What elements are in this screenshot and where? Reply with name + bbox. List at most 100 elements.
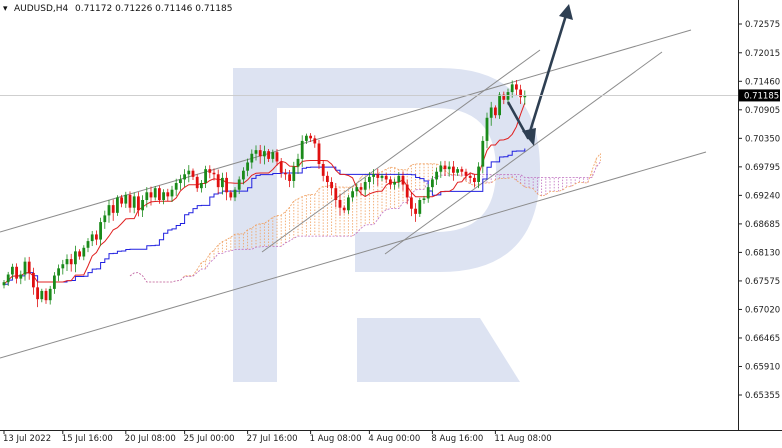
candle-95 (401, 171, 405, 191)
forecast-arrows (506, 4, 573, 146)
candle-body-50 (212, 172, 216, 175)
candle-body-52 (221, 177, 224, 188)
candle-body-121 (510, 84, 514, 93)
candle-body-84 (355, 187, 359, 192)
candle-body-40 (170, 189, 174, 197)
candle-3 (15, 263, 18, 284)
candle-body-56 (237, 179, 241, 190)
candle-105 (443, 160, 447, 176)
candle-body-55 (233, 189, 237, 198)
candle-93 (393, 178, 396, 190)
candle-90 (380, 173, 384, 181)
candle-body-85 (359, 187, 363, 190)
candle-body-90 (380, 175, 384, 178)
candle-body-124 (523, 95, 527, 98)
symbol-label: AUDUSD,H4 (14, 4, 69, 14)
candle-body-79 (334, 188, 338, 200)
y-tick-label-10: 0.67020 (745, 305, 780, 315)
candle-107 (452, 160, 455, 181)
candle-body-78 (330, 182, 333, 189)
candle-body-20 (86, 241, 90, 248)
candle-body-18 (78, 251, 81, 257)
y-tick-label-3: 0.70905 (745, 106, 780, 116)
candle-47 (200, 180, 203, 193)
candle-37 (158, 185, 161, 204)
candle-99 (418, 197, 422, 217)
candle-body-120 (506, 92, 510, 100)
candle-79 (334, 182, 338, 208)
candle-121 (510, 80, 514, 98)
candle-body-25 (107, 205, 111, 216)
menu-triangle-icon[interactable]: ▾ (3, 4, 8, 14)
candle-122 (515, 80, 518, 96)
candle-97 (410, 192, 413, 217)
candle-body-29 (124, 194, 128, 204)
candle-body-99 (418, 199, 422, 214)
candle-body-70 (296, 158, 300, 167)
candle-7 (32, 267, 35, 295)
candle-2 (11, 263, 14, 279)
candle-body-31 (132, 196, 136, 208)
candle-81 (342, 205, 346, 214)
candle-body-59 (250, 153, 254, 163)
candle-body-106 (447, 166, 451, 170)
candle-76 (321, 160, 325, 182)
candle-body-68 (288, 174, 291, 181)
candle-body-69 (292, 166, 296, 181)
candle-14 (61, 259, 65, 275)
candle-75 (317, 140, 321, 169)
y-tick-label-2: 0.71460 (745, 77, 780, 87)
y-tick-label-4: 0.70350 (745, 134, 780, 144)
candle-body-35 (149, 192, 153, 198)
arrow-head-down-icon (522, 128, 536, 146)
candle-body-103 (435, 171, 438, 180)
candle-32 (137, 192, 140, 217)
candle-85 (359, 183, 363, 196)
watermark-stem (233, 68, 277, 382)
candle-117 (494, 105, 497, 119)
candle-70 (296, 153, 300, 174)
candle-115 (485, 112, 489, 149)
candle-60 (254, 145, 258, 161)
candle-21 (90, 230, 94, 247)
candle-body-30 (128, 194, 132, 208)
candle-body-17 (74, 251, 77, 265)
candle-40 (170, 185, 174, 202)
candle-body-5 (23, 261, 27, 275)
y-tick-label-7: 0.68685 (745, 220, 780, 230)
candle-body-88 (372, 174, 375, 177)
candle-124 (523, 90, 527, 105)
candle-4 (19, 270, 23, 285)
candle-body-23 (99, 222, 102, 240)
candle-body-8 (36, 287, 39, 300)
candle-body-101 (426, 187, 430, 199)
candle-body-77 (326, 175, 329, 183)
candle-10 (44, 288, 48, 304)
candle-body-43 (183, 174, 186, 180)
candle-45 (191, 168, 195, 180)
candle-body-51 (216, 174, 220, 188)
candle-body-0 (2, 282, 6, 286)
candle-body-72 (305, 135, 308, 141)
candle-body-53 (225, 177, 228, 193)
candle-body-104 (439, 165, 443, 172)
candle-body-57 (242, 170, 245, 180)
candle-23 (99, 217, 102, 246)
candle-body-24 (103, 215, 107, 223)
candle-84 (355, 183, 359, 197)
current-price-label: 0.71185 (744, 91, 779, 101)
candle-body-9 (40, 290, 44, 300)
candle-body-19 (82, 247, 86, 257)
candle-30 (128, 191, 132, 213)
candle-88 (372, 169, 375, 185)
candle-body-94 (397, 175, 401, 183)
candle-body-28 (120, 197, 123, 204)
y-tick-label-0: 0.72575 (745, 20, 780, 30)
candle-body-38 (162, 192, 165, 200)
candle-body-111 (468, 175, 472, 178)
candle-26 (111, 199, 115, 221)
candle-body-118 (498, 94, 501, 116)
candle-16 (69, 253, 73, 272)
candle-48 (204, 165, 207, 188)
candle-56 (237, 176, 241, 195)
